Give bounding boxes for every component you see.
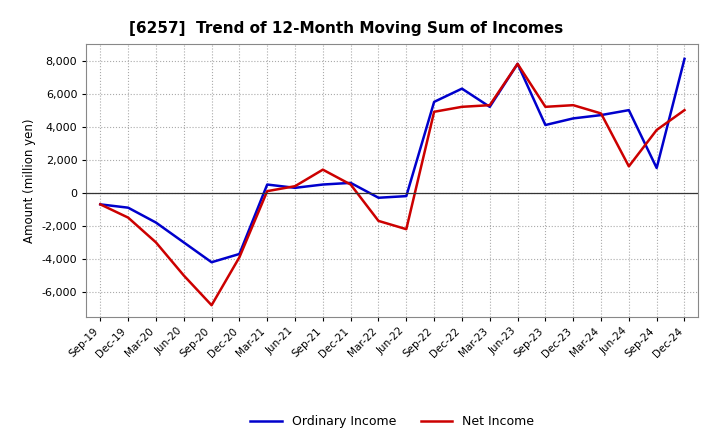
Net Income [152, 240, 161, 245]
Net Income [680, 107, 689, 113]
Ordinary Income [291, 185, 300, 191]
Ordinary Income [318, 182, 327, 187]
Ordinary Income [624, 107, 633, 113]
Net Income [374, 218, 383, 224]
Net Income [569, 103, 577, 108]
Ordinary Income [458, 86, 467, 91]
Ordinary Income [96, 202, 104, 207]
Ordinary Income [207, 260, 216, 265]
Net Income [458, 104, 467, 110]
Ordinary Income [179, 240, 188, 245]
Net Income [513, 61, 522, 66]
Net Income [485, 103, 494, 108]
Ordinary Income [513, 61, 522, 66]
Line: Ordinary Income: Ordinary Income [100, 59, 685, 262]
Net Income [179, 273, 188, 278]
Net Income [346, 182, 355, 187]
Ordinary Income [402, 194, 410, 199]
Net Income [624, 164, 633, 169]
Ordinary Income [485, 104, 494, 110]
Net Income [430, 109, 438, 114]
Ordinary Income [541, 122, 550, 128]
Ordinary Income [430, 99, 438, 105]
Ordinary Income [124, 205, 132, 210]
Net Income [96, 202, 104, 207]
Net Income [207, 303, 216, 308]
Ordinary Income [569, 116, 577, 121]
Net Income [291, 183, 300, 189]
Net Income [318, 167, 327, 172]
Net Income [541, 104, 550, 110]
Line: Net Income: Net Income [100, 64, 685, 305]
Net Income [652, 127, 661, 132]
Ordinary Income [346, 180, 355, 186]
Net Income [402, 227, 410, 232]
Net Income [235, 255, 243, 260]
Y-axis label: Amount (million yen): Amount (million yen) [23, 118, 36, 242]
Ordinary Income [235, 251, 243, 257]
Ordinary Income [652, 165, 661, 171]
Net Income [124, 215, 132, 220]
Text: [6257]  Trend of 12-Month Moving Sum of Incomes: [6257] Trend of 12-Month Moving Sum of I… [130, 21, 564, 36]
Ordinary Income [680, 56, 689, 62]
Net Income [263, 188, 271, 194]
Ordinary Income [374, 195, 383, 200]
Net Income [597, 111, 606, 116]
Ordinary Income [152, 220, 161, 225]
Legend: Ordinary Income, Net Income: Ordinary Income, Net Income [246, 411, 539, 433]
Ordinary Income [597, 113, 606, 118]
Ordinary Income [263, 182, 271, 187]
